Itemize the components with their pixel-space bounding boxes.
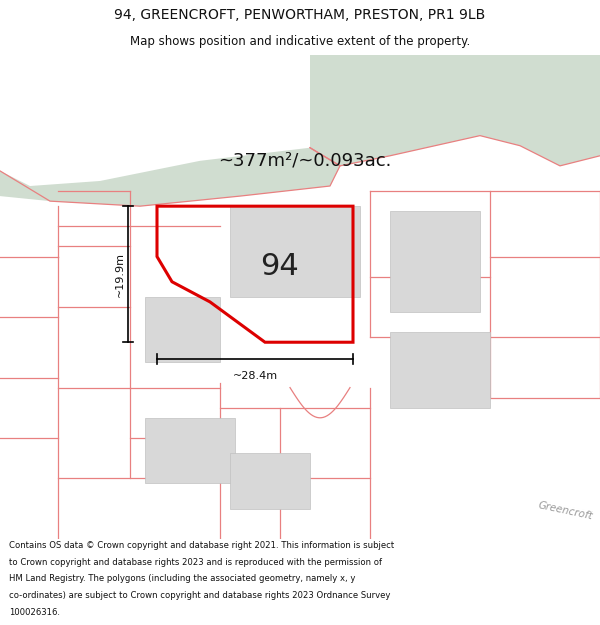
Polygon shape [310, 55, 600, 166]
Bar [230, 206, 360, 297]
Text: 100026316.: 100026316. [9, 608, 60, 617]
Text: ~377m²/~0.093ac.: ~377m²/~0.093ac. [218, 152, 391, 170]
Text: co-ordinates) are subject to Crown copyright and database rights 2023 Ordnance S: co-ordinates) are subject to Crown copyr… [9, 591, 391, 600]
Bar [145, 418, 235, 483]
Text: to Crown copyright and database rights 2023 and is reproduced with the permissio: to Crown copyright and database rights 2… [9, 558, 382, 567]
Text: ~28.4m: ~28.4m [232, 371, 278, 381]
Text: ~19.9m: ~19.9m [115, 252, 125, 297]
Text: Map shows position and indicative extent of the property.: Map shows position and indicative extent… [130, 35, 470, 48]
Bar [390, 332, 490, 408]
Polygon shape [0, 55, 340, 206]
Text: HM Land Registry. The polygons (including the associated geometry, namely x, y: HM Land Registry. The polygons (includin… [9, 574, 355, 584]
Bar [390, 211, 480, 312]
Bar [230, 453, 310, 509]
Text: Greencroft: Greencroft [536, 500, 593, 521]
Text: 94, GREENCROFT, PENWORTHAM, PRESTON, PR1 9LB: 94, GREENCROFT, PENWORTHAM, PRESTON, PR1… [115, 8, 485, 22]
Bar [145, 297, 220, 362]
Text: Contains OS data © Crown copyright and database right 2021. This information is : Contains OS data © Crown copyright and d… [9, 541, 394, 551]
Text: 94: 94 [260, 252, 299, 281]
